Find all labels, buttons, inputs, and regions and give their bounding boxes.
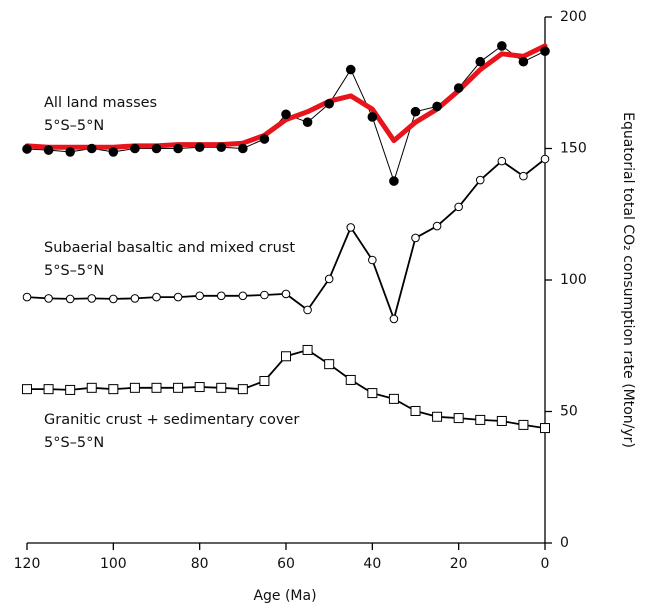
marker bbox=[194, 382, 205, 393]
marker bbox=[518, 419, 529, 430]
marker bbox=[216, 142, 227, 152]
marker bbox=[367, 388, 378, 399]
marker bbox=[43, 384, 54, 395]
x-tick-label: 120 bbox=[14, 556, 41, 572]
marker bbox=[389, 176, 399, 186]
y-tick-label: 100 bbox=[560, 272, 587, 288]
marker bbox=[345, 374, 356, 385]
marker bbox=[22, 384, 32, 395]
series-region: 5°S–5°N bbox=[44, 263, 104, 279]
marker bbox=[65, 147, 75, 157]
marker bbox=[130, 294, 140, 303]
marker bbox=[108, 147, 119, 157]
marker bbox=[324, 98, 334, 109]
marker bbox=[238, 291, 248, 301]
x-tick-label: 80 bbox=[191, 556, 209, 572]
y-tick-label: 200 bbox=[560, 9, 587, 25]
marker bbox=[259, 375, 270, 386]
marker bbox=[259, 134, 270, 144]
marker bbox=[346, 223, 356, 232]
marker bbox=[368, 255, 377, 265]
marker bbox=[540, 46, 550, 56]
marker bbox=[324, 274, 334, 284]
marker bbox=[173, 143, 183, 154]
marker bbox=[173, 382, 184, 393]
y-axis-title: Equatorial total CO₂ consumption rate (M… bbox=[620, 112, 636, 448]
x-tick-label: 60 bbox=[277, 556, 295, 572]
marker bbox=[432, 411, 443, 422]
series-region: 5°S–5°N bbox=[44, 118, 104, 134]
marker bbox=[65, 384, 76, 395]
marker bbox=[281, 109, 291, 120]
marker bbox=[130, 143, 140, 154]
marker bbox=[324, 359, 335, 370]
marker bbox=[195, 291, 204, 301]
marker bbox=[173, 292, 183, 302]
marker bbox=[454, 202, 463, 212]
marker bbox=[540, 154, 550, 164]
marker bbox=[303, 305, 312, 315]
marker bbox=[540, 423, 550, 434]
x-tick-label: 0 bbox=[541, 556, 550, 572]
marker bbox=[410, 405, 421, 416]
marker bbox=[152, 292, 161, 302]
marker bbox=[22, 144, 32, 154]
marker bbox=[260, 290, 269, 300]
series-label: All land masses bbox=[44, 95, 157, 111]
marker bbox=[367, 112, 378, 122]
marker bbox=[86, 143, 97, 154]
marker bbox=[410, 106, 421, 117]
marker bbox=[108, 384, 119, 395]
marker bbox=[496, 415, 507, 426]
y-tick-label: 0 bbox=[560, 535, 569, 551]
marker bbox=[302, 344, 313, 355]
marker bbox=[411, 233, 420, 243]
marker bbox=[519, 171, 528, 181]
marker bbox=[216, 382, 227, 393]
y-tick-label: 50 bbox=[560, 404, 578, 420]
marker bbox=[151, 382, 162, 393]
marker bbox=[345, 64, 356, 75]
x-tick-label: 40 bbox=[363, 556, 381, 572]
marker bbox=[388, 393, 399, 404]
marker bbox=[475, 175, 485, 185]
marker bbox=[497, 156, 507, 166]
marker bbox=[475, 414, 486, 425]
marker bbox=[194, 142, 205, 152]
marker bbox=[87, 294, 97, 303]
series-region: 5°S–5°N bbox=[44, 435, 104, 451]
marker bbox=[453, 413, 464, 424]
x-tick-label: 100 bbox=[100, 556, 127, 572]
marker bbox=[86, 382, 97, 393]
marker bbox=[453, 83, 464, 93]
y-tick-label: 150 bbox=[560, 141, 587, 157]
marker bbox=[238, 143, 248, 154]
x-axis-title: Age (Ma) bbox=[253, 588, 316, 604]
marker bbox=[281, 289, 291, 299]
marker bbox=[129, 382, 140, 393]
marker bbox=[281, 351, 291, 362]
marker bbox=[389, 314, 399, 324]
marker bbox=[44, 294, 53, 303]
marker bbox=[216, 291, 226, 301]
marker bbox=[65, 294, 75, 304]
marker bbox=[432, 221, 442, 231]
series-label: Subaerial basaltic and mixed crust bbox=[44, 240, 295, 256]
series-label: Granitic crust + sedimentary cover bbox=[44, 412, 299, 428]
marker bbox=[109, 294, 118, 304]
marker bbox=[22, 292, 32, 302]
marker bbox=[475, 56, 486, 67]
marker bbox=[151, 143, 162, 154]
marker bbox=[43, 145, 54, 155]
marker bbox=[237, 384, 248, 395]
marker bbox=[432, 101, 442, 112]
marker bbox=[497, 41, 507, 51]
marker bbox=[302, 117, 313, 127]
marker bbox=[518, 56, 529, 67]
x-tick-label: 20 bbox=[450, 556, 468, 572]
